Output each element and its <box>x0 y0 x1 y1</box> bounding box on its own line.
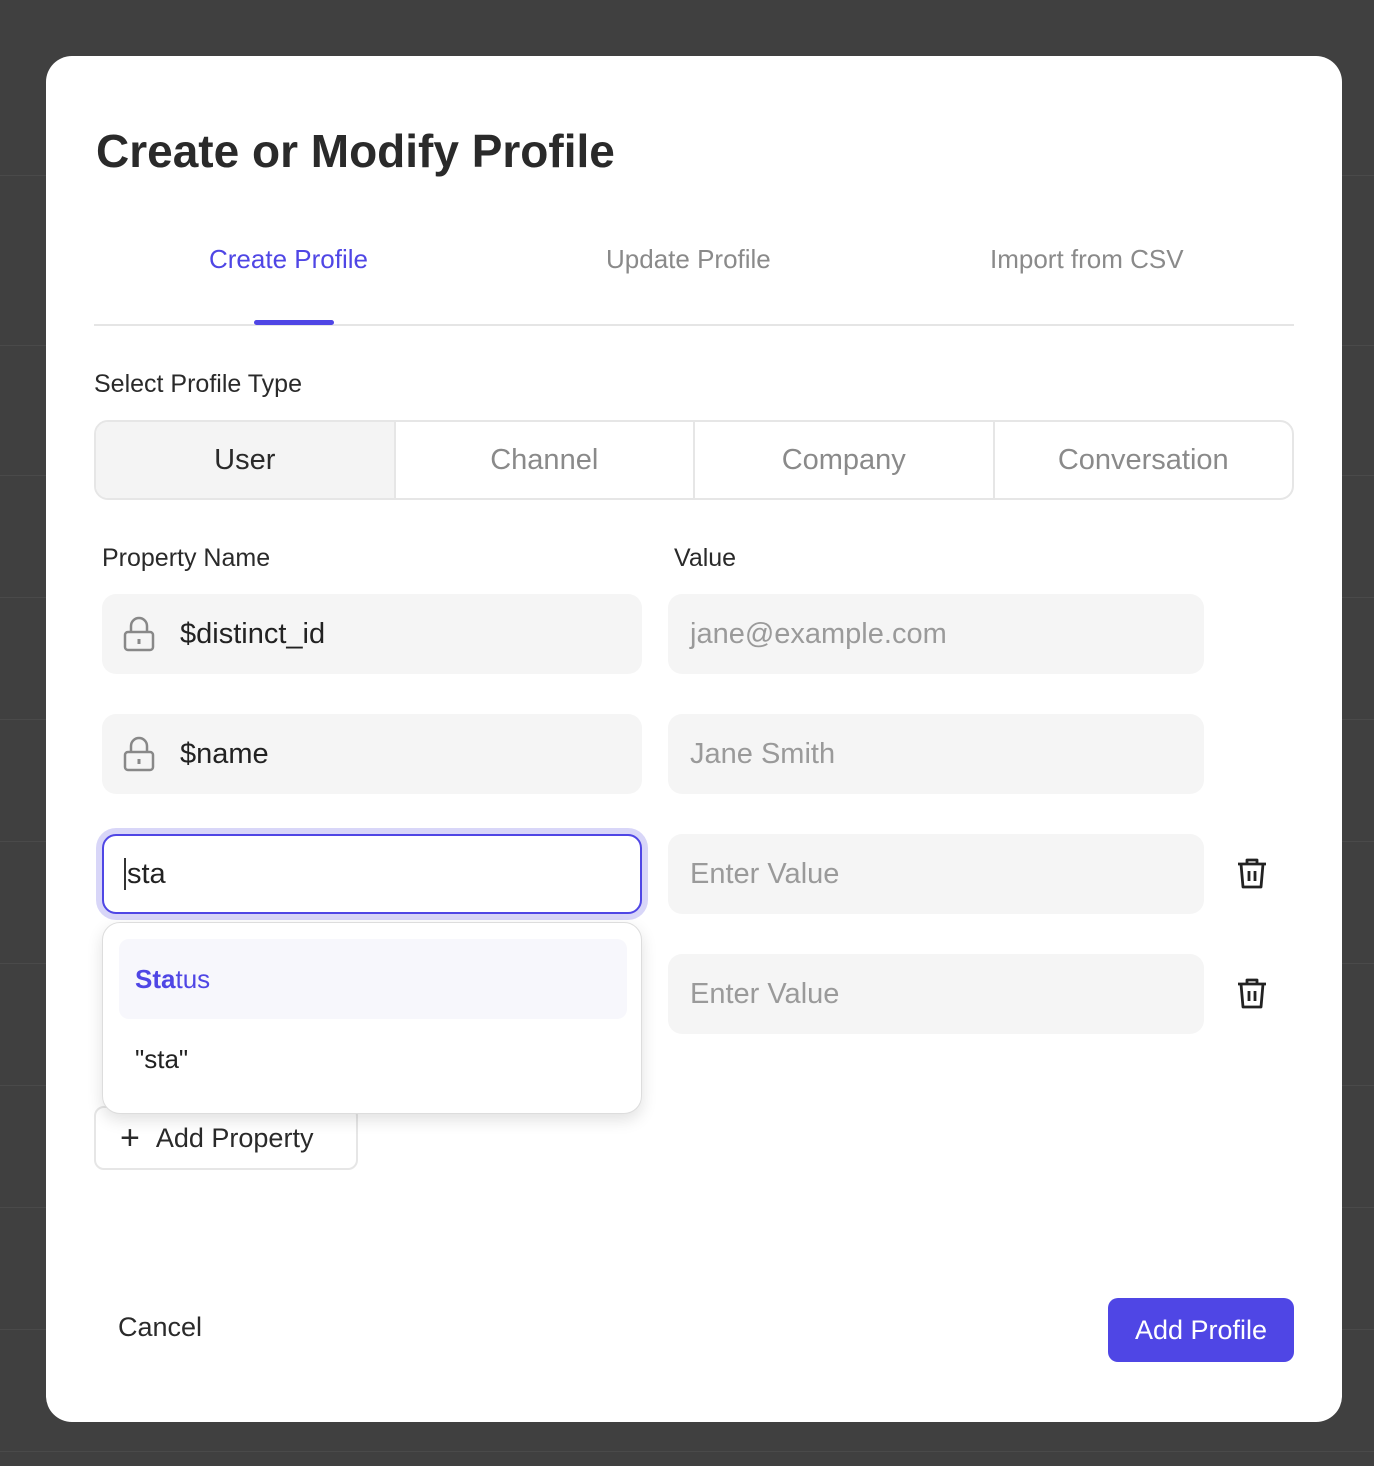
property-name-header: Property Name <box>102 544 271 572</box>
tab-import-csv[interactable]: Import from CSV <box>990 244 1184 274</box>
plus-icon: + <box>120 1118 140 1157</box>
add-property-label: Add Property <box>155 1122 314 1153</box>
profile-type-company[interactable]: Company <box>693 422 993 498</box>
value-placeholder: Enter Value <box>690 977 840 1010</box>
property-name-field-distinct-id: $distinct_id <box>102 594 642 674</box>
value-placeholder: Jane Smith <box>690 737 836 770</box>
trash-icon[interactable] <box>1234 975 1270 1011</box>
value-input[interactable]: Enter Value <box>668 954 1204 1034</box>
property-name-text: $distinct_id <box>180 617 326 650</box>
tab-update-profile[interactable]: Update Profile <box>606 244 771 274</box>
tab-create-profile[interactable]: Create Profile <box>209 244 368 274</box>
value-input[interactable]: jane@example.com <box>668 594 1204 674</box>
profile-type-channel[interactable]: Channel <box>393 422 694 498</box>
property-name-input-value: sta <box>127 857 166 890</box>
active-tab-indicator <box>254 320 334 325</box>
trash-icon[interactable] <box>1234 855 1270 891</box>
tab-bar: Create Profile Update Profile Import fro… <box>94 226 1294 326</box>
value-input[interactable]: Jane Smith <box>668 714 1204 794</box>
property-name-field-name: $name <box>102 714 642 794</box>
property-suggestions-dropdown: Sta tus "sta" <box>102 922 642 1114</box>
lock-icon <box>123 736 155 772</box>
create-profile-modal: Create or Modify Profile Create Profile … <box>46 56 1342 1422</box>
lock-icon <box>123 616 155 652</box>
cancel-button[interactable]: Cancel <box>118 1312 203 1342</box>
value-placeholder: Enter Value <box>690 857 840 890</box>
add-property-button[interactable]: + Add Property <box>94 1106 358 1170</box>
value-header: Value <box>674 544 737 572</box>
property-name-text: $name <box>180 737 269 770</box>
suggestion-status[interactable]: Sta tus <box>119 939 627 1019</box>
suggestion-match: Sta <box>135 963 176 994</box>
profile-type-conversation[interactable]: Conversation <box>992 422 1293 498</box>
property-name-input[interactable]: sta <box>102 834 642 914</box>
suggestion-rest: tus <box>175 963 211 994</box>
value-input[interactable]: Enter Value <box>668 834 1204 914</box>
modal-title: Create or Modify Profile <box>96 125 615 177</box>
profile-type-selector: User Channel Company Conversation <box>94 420 1294 500</box>
add-profile-button[interactable]: Add Profile <box>1108 1298 1294 1362</box>
profile-type-user[interactable]: User <box>96 422 394 498</box>
value-placeholder: jane@example.com <box>690 617 947 650</box>
suggestion-custom[interactable]: "sta" <box>135 1043 189 1074</box>
profile-type-label: Select Profile Type <box>94 370 302 398</box>
text-caret <box>124 858 126 890</box>
